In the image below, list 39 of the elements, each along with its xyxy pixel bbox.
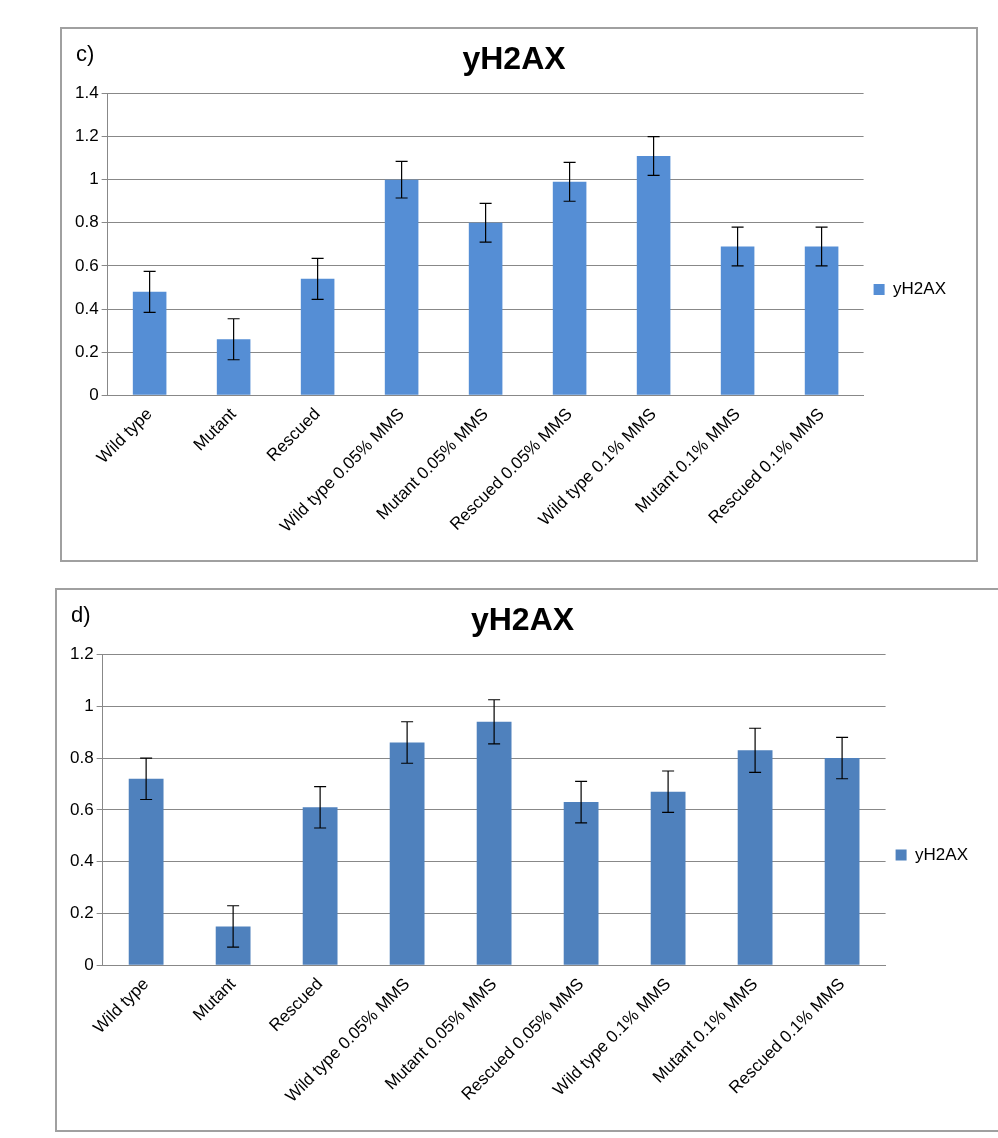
y-tick-label: 0 (84, 955, 94, 975)
bar (552, 181, 587, 395)
y-tick-label: 0.2 (69, 903, 94, 923)
bar (650, 791, 686, 965)
y-tick-label: 1.4 (74, 83, 99, 103)
y-tick-label: 1.2 (74, 126, 99, 146)
legend-label: yH2AX (915, 844, 969, 864)
y-tick-label: 0.6 (74, 255, 99, 275)
y-tick-label: 0.8 (74, 212, 99, 232)
y-tick-label: 1 (89, 169, 99, 189)
bar (563, 802, 599, 965)
chart-title: yH2AX (462, 40, 567, 77)
y-tick-label: 0 (89, 385, 99, 405)
y-tick-label: 0.6 (69, 799, 94, 819)
bar (476, 721, 512, 965)
y-tick-label: 1.2 (69, 644, 94, 664)
bar (824, 758, 860, 965)
bar (300, 278, 335, 395)
bar (302, 807, 338, 965)
y-tick-label: 1 (84, 695, 94, 715)
y-tick-label: 0.4 (69, 851, 94, 871)
y-tick-label: 0.2 (74, 341, 99, 361)
bar (636, 155, 671, 395)
bar (737, 750, 773, 965)
y-tick-label: 0.4 (74, 298, 99, 318)
bar (468, 222, 503, 395)
bar (384, 179, 419, 395)
text: c) (76, 41, 95, 67)
bar (720, 246, 755, 395)
bar (132, 291, 167, 395)
text: d) (71, 602, 91, 628)
bar (215, 926, 251, 965)
bar (216, 339, 251, 395)
chart-title: yH2AX (470, 601, 575, 638)
bar (128, 778, 164, 965)
y-tick-label: 0.8 (69, 747, 94, 767)
legend-label: yH2AX (893, 279, 947, 299)
bar (389, 742, 425, 965)
bar (804, 246, 839, 395)
